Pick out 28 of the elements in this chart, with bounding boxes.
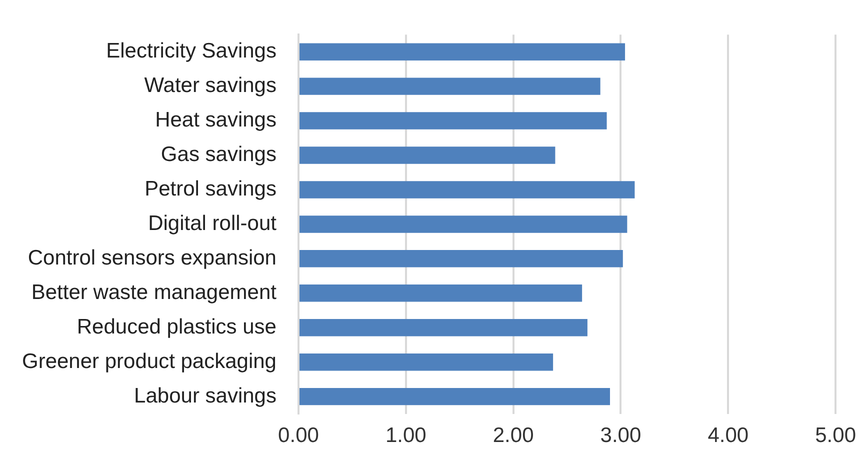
- bar: [299, 353, 554, 371]
- bar: [299, 181, 635, 198]
- x-tick-label: 1.00: [385, 424, 426, 448]
- y-tick-label: Reduced plastics use: [76, 315, 276, 338]
- bar: [299, 146, 556, 164]
- bar: [299, 112, 607, 130]
- y-tick-label: Heat savings: [155, 108, 276, 132]
- y-tick-label: Water savings: [144, 74, 276, 98]
- y-tick-label: Greener product packaging: [22, 350, 276, 373]
- y-tick-label: Control sensors expansion: [28, 246, 276, 270]
- bar: [299, 43, 626, 60]
- bar: [299, 284, 582, 302]
- x-tick-label: 3.00: [600, 424, 642, 448]
- bar: [299, 319, 588, 336]
- x-tick-label: 0.00: [278, 424, 319, 448]
- y-tick-label: Labour savings: [134, 384, 276, 408]
- bar: [299, 250, 623, 268]
- bar: [299, 78, 600, 95]
- y-tick-label: Digital roll-out: [148, 212, 277, 235]
- bar: [299, 388, 610, 406]
- y-tick-label: Electricity Savings: [106, 40, 276, 63]
- y-tick-label: Gas savings: [160, 143, 276, 166]
- bar: [299, 216, 628, 233]
- y-tick-label: Petrol savings: [144, 178, 276, 201]
- x-tick-label: 2.00: [492, 424, 534, 448]
- x-tick-label: 4.00: [708, 424, 749, 448]
- x-tick-label: 5.00: [815, 424, 856, 448]
- y-tick-label: Better waste management: [31, 280, 277, 304]
